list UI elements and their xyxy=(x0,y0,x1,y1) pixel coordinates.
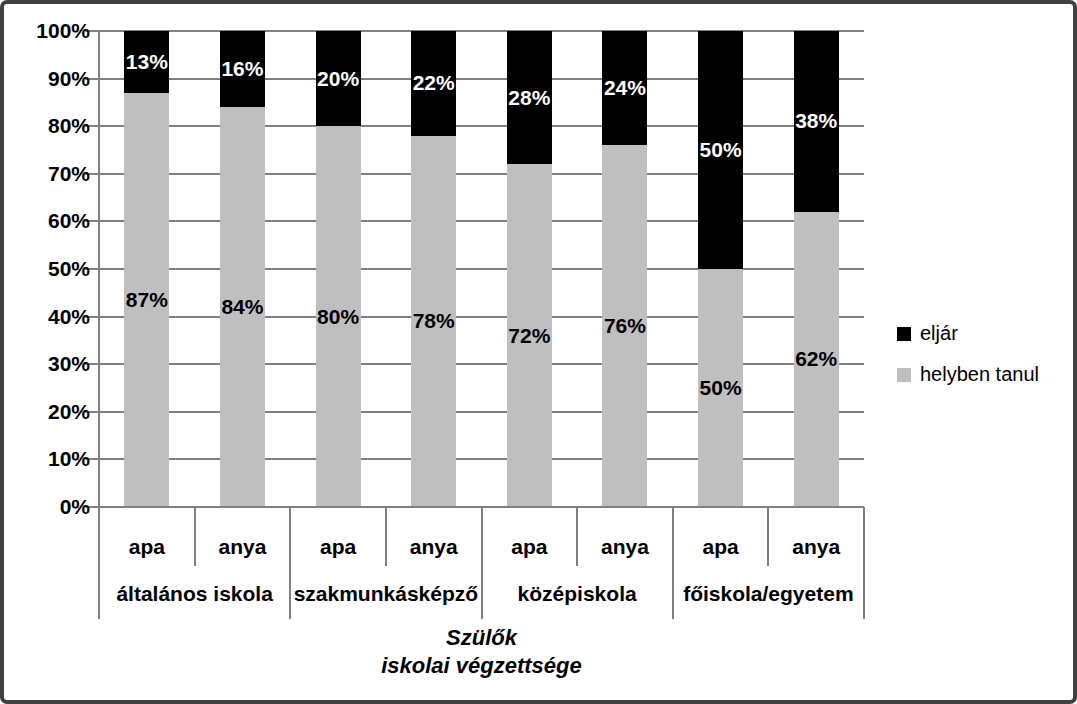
chart-frame: 0% 10% 20% 30% 40% 50% 60% 70% 80% 90% 100% 13% 87% 1… xyxy=(0,0,1077,704)
group-separator xyxy=(672,507,674,619)
category-separator xyxy=(194,507,196,566)
gridline xyxy=(99,125,864,127)
legend: eljár helyben tanul xyxy=(897,321,1039,387)
group-separator xyxy=(289,507,291,619)
category-label: apa xyxy=(129,535,165,559)
category-label: anya xyxy=(410,535,458,559)
category-separator xyxy=(576,507,578,566)
x-axis-title: Szülők iskolai végzettsége xyxy=(99,624,864,680)
data-label-helyben-tanul: 84% xyxy=(221,295,263,319)
category-label: anya xyxy=(601,535,649,559)
data-label-helyben-tanul: 72% xyxy=(508,324,550,348)
y-axis-label: 90% xyxy=(4,65,90,93)
gridline xyxy=(99,411,864,413)
data-label-eljar: 20% xyxy=(317,67,359,91)
y-axis-label: 100% xyxy=(4,17,90,45)
y-axis-label: 40% xyxy=(4,303,90,331)
group-label: általános iskola xyxy=(116,582,272,606)
data-label-helyben-tanul: 87% xyxy=(126,288,168,312)
y-axis-line xyxy=(98,31,100,619)
gridline xyxy=(99,78,864,80)
data-label-helyben-tanul: 78% xyxy=(413,309,455,333)
y-axis-label: 70% xyxy=(4,160,90,188)
legend-label-eljar: eljár xyxy=(920,322,958,345)
data-label-eljar: 38% xyxy=(795,109,837,133)
y-axis-label: 20% xyxy=(4,398,90,426)
group-separator xyxy=(863,507,865,619)
x-axis-title-line1: Szülők xyxy=(99,624,864,652)
y-axis-label: 60% xyxy=(4,207,90,235)
legend-swatch-helyben-tanul-icon xyxy=(897,368,911,382)
category-label: anya xyxy=(219,535,267,559)
gridline xyxy=(99,268,864,270)
legend-swatch-eljar-icon xyxy=(897,327,911,341)
gridline xyxy=(99,363,864,365)
group-label: főiskola/egyetem xyxy=(683,582,853,606)
group-label: középiskola xyxy=(518,582,637,606)
y-axis-label: 0% xyxy=(4,493,90,521)
data-label-eljar: 16% xyxy=(221,57,263,81)
gridline xyxy=(99,173,864,175)
data-label-eljar: 13% xyxy=(126,50,168,74)
gridline xyxy=(99,30,864,32)
data-label-eljar: 50% xyxy=(700,138,742,162)
data-label-helyben-tanul: 50% xyxy=(700,376,742,400)
legend-label-helyben-tanul: helyben tanul xyxy=(920,363,1039,386)
data-label-eljar: 24% xyxy=(604,76,646,100)
data-label-helyben-tanul: 76% xyxy=(604,314,646,338)
data-label-eljar: 28% xyxy=(508,86,550,110)
category-label: apa xyxy=(320,535,356,559)
group-separator xyxy=(481,507,483,619)
data-label-helyben-tanul: 80% xyxy=(317,305,359,329)
category-separator xyxy=(385,507,387,566)
gridline xyxy=(99,458,864,460)
category-separator xyxy=(767,507,769,566)
y-axis-label: 50% xyxy=(4,255,90,283)
legend-item-eljar: eljár xyxy=(897,321,1039,346)
gridline xyxy=(99,316,864,318)
group-label: szakmunkásképző xyxy=(294,582,478,606)
legend-item-helyben-tanul: helyben tanul xyxy=(897,362,1039,387)
y-axis-label: 10% xyxy=(4,445,90,473)
gridline xyxy=(99,220,864,222)
category-label: anya xyxy=(792,535,840,559)
category-label: apa xyxy=(702,535,738,559)
data-label-helyben-tanul: 62% xyxy=(795,347,837,371)
y-axis-label: 80% xyxy=(4,112,90,140)
y-axis-label: 30% xyxy=(4,350,90,378)
data-label-eljar: 22% xyxy=(413,71,455,95)
category-label: apa xyxy=(511,535,547,559)
x-axis-title-line2: iskolai végzettsége xyxy=(99,652,864,680)
